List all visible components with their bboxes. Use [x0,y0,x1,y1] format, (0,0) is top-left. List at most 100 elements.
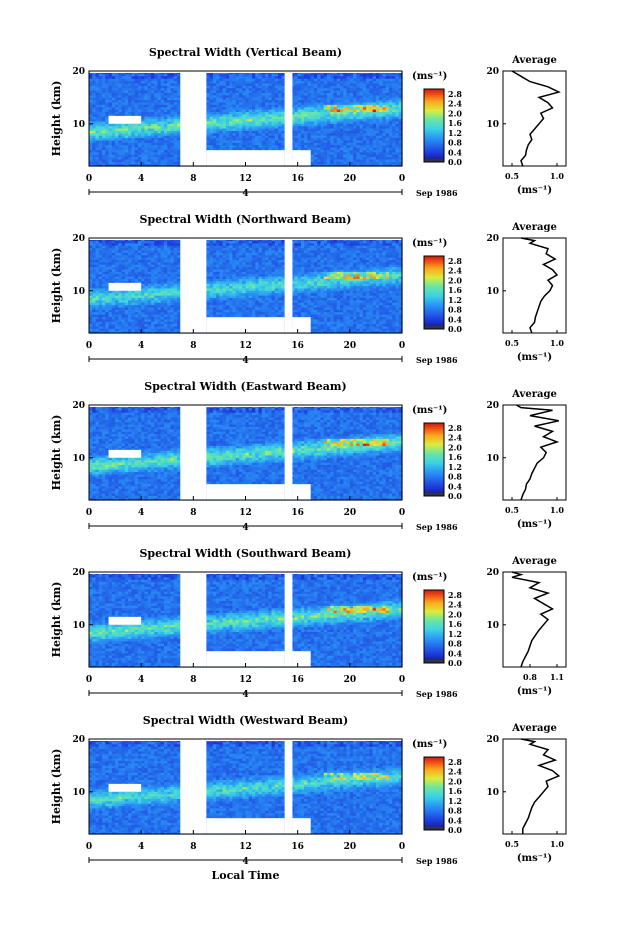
heatmap-cell [160,156,165,160]
heatmap-cell [105,80,110,84]
heatmap-cell [134,139,139,143]
heatmap-cell [131,113,136,117]
heatmap-cell [111,125,116,129]
heatmap-cell [157,104,162,108]
heatmap-cell [131,156,136,160]
heatmap-cell [102,125,106,129]
heatmap-cell [147,99,152,103]
heatmap-cell [95,106,100,110]
heatmap-cell [128,106,132,110]
heatmap-cell [131,106,136,110]
heatmap-cell [98,158,103,162]
heatmap-cell [115,128,119,131]
heatmap-cell [157,151,162,155]
heatmap-cell [137,147,142,150]
heatmap-cell [147,87,152,91]
heatmap-cell [134,149,139,153]
heatmap-cell [89,111,93,115]
heatmap-cell [121,128,126,131]
heatmap-cell [105,73,110,77]
heatmap-cell [95,142,100,146]
heatmap-cell [144,142,149,146]
heatmap-cell [118,97,123,101]
heatmap-cell [124,97,129,101]
heatmap-cell [134,142,139,146]
heatmap-cell [105,82,110,86]
heatmap-cell [111,85,116,89]
heatmap-cell [141,156,146,160]
colorbar-unit: (ms⁻¹) [412,71,447,82]
heatmap-cell [105,142,110,146]
heatmap-cell [163,158,168,162]
heatmap-cell [102,116,106,120]
heatmap-cell [111,109,116,112]
heatmap-cell [108,144,113,148]
heatmap-cell [108,94,113,98]
average-line [511,70,561,167]
heatmap-cell [160,142,165,146]
heatmap-cell [92,109,97,112]
heatmap-cell [111,80,116,84]
heatmap-cell [150,75,155,79]
heatmap-cell [121,149,126,153]
heatmap-cell [131,87,136,91]
heatmap-cell [118,80,123,84]
heatmap-cell [115,106,119,110]
heatmap-cell [154,106,159,110]
heatmap-cell [108,147,113,150]
heatmap-cell [118,130,123,134]
heatmap-cell [147,154,152,158]
heatmap-cell [134,130,139,134]
heatmap-cell [108,161,113,165]
heatmap-cell [124,101,129,105]
heatmap-cell [89,82,93,86]
heatmap-cell [89,94,93,98]
heatmap-cell [128,85,132,89]
heatmap-cell [111,111,116,115]
x-tick-label: 20 [344,174,357,184]
heatmap-cell [134,106,139,110]
heatmap-cell [102,163,106,167]
heatmap-cell [144,82,149,86]
heatmap-cell [111,75,116,79]
heatmap-cell [137,101,142,105]
heatmap-cell [124,123,129,127]
heatmap-cell [154,99,159,103]
heatmap-cell [121,106,126,110]
heatmap-cell [134,135,139,139]
heatmap-cell [108,85,113,89]
heatmap-cell [137,73,142,77]
heatmap-cell [128,75,132,79]
heatmap-cell [92,132,97,136]
heatmap-cell [98,142,103,146]
heatmap-cell [163,104,168,108]
heatmap-cell [150,73,155,77]
heatmap-cell [102,154,106,158]
heatmap-cell [144,156,149,160]
heatmap-cell [131,142,136,146]
heatmap-cell [150,94,155,98]
heatmap-cell [150,78,155,82]
x-tick-label: 0 [86,174,92,184]
heatmap-cell [147,111,152,115]
heatmap-cell [115,149,119,153]
heatmap-cell [95,82,100,86]
heatmap-cell [150,132,155,136]
heatmap-cell [141,142,146,146]
heatmap-cell [124,156,129,160]
heatmap-cell [157,113,162,117]
heatmap-cell [111,137,116,141]
heatmap-cell [141,85,146,89]
heatmap-cell [111,113,116,117]
heatmap-cell [89,147,93,150]
heatmap-cell [144,75,149,79]
heatmap-cell [92,73,97,77]
heatmap-cell [163,154,168,158]
heatmap-cell [95,111,100,115]
heatmap-cell [102,158,106,162]
heatmap-cell [147,135,152,139]
heatmap-cell [134,144,139,148]
heatmap-cell [102,118,106,122]
heatmap-cell [147,130,152,134]
heatmap-cell [105,123,110,127]
